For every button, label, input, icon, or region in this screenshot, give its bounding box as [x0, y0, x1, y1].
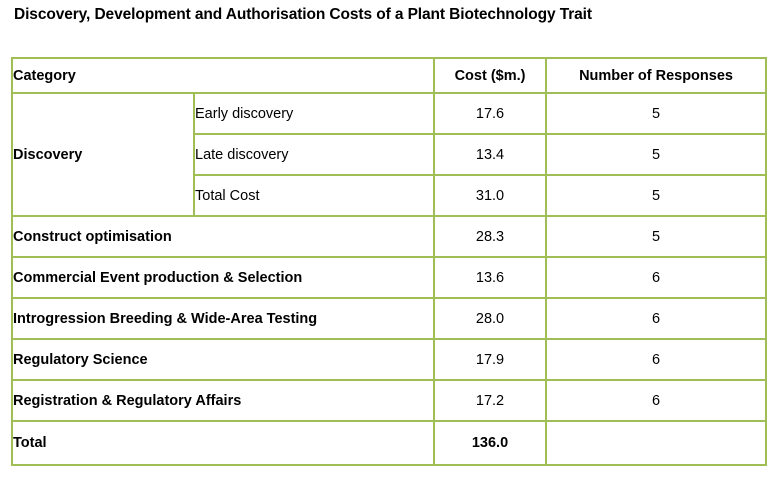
responses-cell-commercial-event-production: 6	[545, 256, 768, 299]
cost-cell-construct-optimisation: 28.3	[433, 215, 548, 258]
cost-table-container: Category Cost ($m.) Number of Responses …	[10, 57, 768, 466]
table-header: Category Cost ($m.) Number of Responses	[10, 57, 768, 94]
cost-table: Category Cost ($m.) Number of Responses …	[10, 57, 768, 466]
subcategory-cell-total-cost: Total Cost	[192, 174, 436, 217]
cost-cell-registration-regulatory-affairs: 17.2	[433, 379, 548, 422]
table-row: Regulatory Science 17.9 6	[10, 338, 768, 381]
table-header-row: Category Cost ($m.) Number of Responses	[10, 57, 768, 94]
cost-cell-total: 136.0	[433, 420, 548, 466]
responses-cell-early-discovery: 5	[545, 92, 768, 135]
table-row: Late discovery 13.4 5	[12, 133, 768, 176]
table-row: Total Cost 31.0 5	[12, 174, 768, 217]
category-cell-construct-optimisation: Construct optimisation	[10, 215, 436, 258]
responses-cell-discovery-total: 5	[545, 174, 768, 217]
category-cell-commercial-event-production: Commercial Event production & Selection	[10, 256, 436, 299]
table-row: Discovery Early discovery 17.6 5	[11, 92, 768, 217]
cost-cell-commercial-event-production: 13.6	[433, 256, 548, 299]
table-row: Construct optimisation 28.3 5	[10, 215, 768, 258]
category-cell-discovery: Discovery	[11, 92, 195, 217]
subcategory-cell-early-discovery: Early discovery	[192, 92, 436, 135]
responses-cell-construct-optimisation: 5	[545, 215, 768, 258]
responses-cell-registration-regulatory-affairs: 6	[545, 379, 768, 422]
responses-cell-late-discovery: 5	[545, 133, 768, 176]
cost-cell-early-discovery: 17.6	[433, 92, 548, 135]
responses-cell-regulatory-science: 6	[545, 338, 768, 381]
responses-cell-introgression-breeding: 6	[545, 297, 768, 340]
category-cell-introgression-breeding: Introgression Breeding & Wide-Area Testi…	[10, 297, 436, 340]
column-header-category: Category	[10, 57, 436, 94]
table-body: Discovery Early discovery 17.6 5 Late di…	[10, 92, 768, 466]
page-title: Discovery, Development and Authorisation…	[14, 6, 592, 23]
cost-cell-introgression-breeding: 28.0	[433, 297, 548, 340]
column-header-cost: Cost ($m.)	[433, 57, 548, 94]
column-header-responses: Number of Responses	[545, 57, 768, 94]
category-cell-total: Total	[10, 420, 436, 466]
cost-cell-discovery-total: 31.0	[433, 174, 548, 217]
responses-cell-total	[545, 420, 768, 466]
category-cell-registration-regulatory-affairs: Registration & Regulatory Affairs	[10, 379, 436, 422]
cost-cell-late-discovery: 13.4	[433, 133, 548, 176]
table-row: Introgression Breeding & Wide-Area Testi…	[10, 297, 768, 340]
cost-cell-regulatory-science: 17.9	[433, 338, 548, 381]
category-cell-regulatory-science: Regulatory Science	[10, 338, 436, 381]
subcategory-cell-late-discovery: Late discovery	[192, 133, 436, 176]
table-row-total: Total 136.0	[10, 420, 768, 466]
table-row: Commercial Event production & Selection …	[10, 256, 768, 299]
table-row: Registration & Regulatory Affairs 17.2 6	[10, 379, 768, 422]
